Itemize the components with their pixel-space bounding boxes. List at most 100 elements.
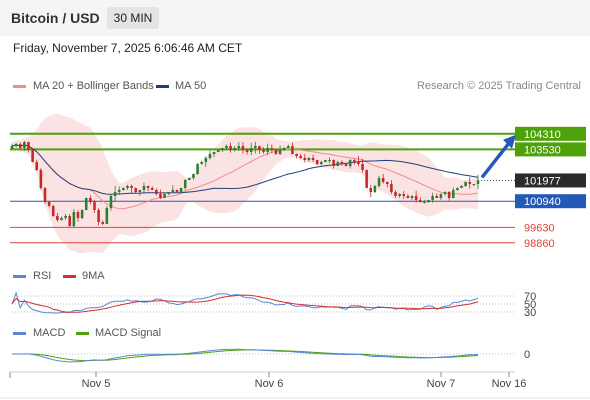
candle-body — [381, 178, 385, 182]
chart-header — [0, 0, 590, 36]
macd-tick-0: 0 — [524, 349, 530, 361]
candle-body — [295, 154, 298, 156]
candle-body — [278, 150, 282, 154]
level-tag-103530 — [515, 142, 586, 157]
candle-body — [167, 192, 170, 194]
candle-body — [299, 156, 302, 158]
candle-body — [357, 162, 360, 164]
candle-body — [47, 202, 51, 206]
candles — [10, 140, 480, 228]
candle-body — [113, 192, 117, 196]
candle-body — [332, 160, 335, 166]
candle-body — [472, 184, 476, 185]
candle-body — [435, 196, 439, 198]
instrument-title: Bitcoin / USD — [11, 10, 100, 26]
candle-body — [307, 158, 311, 160]
candle-body — [150, 188, 154, 190]
candle-body — [105, 208, 109, 224]
candle-body — [390, 184, 393, 192]
candle-body — [258, 146, 261, 150]
candle-body — [270, 148, 274, 150]
candle-body — [56, 216, 59, 220]
rsi-ma-legend-swatch — [63, 275, 76, 278]
candle-body — [142, 186, 146, 190]
candle-body — [320, 162, 323, 164]
candle-body — [266, 148, 269, 152]
candle-body — [402, 194, 406, 196]
candle-body — [109, 196, 113, 208]
candle-body — [447, 192, 451, 198]
ma50-line — [11, 144, 479, 195]
candle-body — [192, 174, 195, 178]
level-label-99630: 99630 — [524, 222, 555, 234]
candle-body — [414, 196, 418, 200]
macd-line — [11, 348, 479, 363]
candle-body — [51, 206, 55, 216]
candle-body — [216, 150, 220, 152]
level-tag-104310 — [515, 126, 586, 141]
macd-signal-legend-swatch — [76, 332, 89, 335]
candle-body — [117, 190, 121, 192]
candle-body — [72, 212, 76, 226]
candle-body — [460, 186, 463, 188]
candle-body — [68, 216, 72, 226]
candle-body — [101, 222, 105, 224]
candle-body — [274, 150, 278, 154]
candle-body — [373, 186, 377, 192]
candle-body — [398, 194, 401, 196]
candle-body — [200, 162, 203, 164]
level-tag-100940 — [515, 194, 586, 209]
candle-body — [183, 180, 187, 188]
candle-body — [39, 170, 43, 188]
forecast-arrow-shaft — [480, 140, 512, 179]
ma20-legend-swatch — [13, 85, 26, 88]
last-price-tag — [515, 173, 586, 188]
candle-body — [188, 178, 191, 180]
candle-body — [126, 186, 129, 188]
x-tick-label: Nov 6 — [255, 378, 284, 390]
candle-body — [134, 188, 137, 192]
candle-body — [43, 188, 47, 202]
candle-body — [369, 188, 373, 192]
candle-body — [171, 190, 175, 192]
rsi-tick-50: 50 — [524, 299, 536, 311]
candle-body — [315, 160, 319, 164]
ma20-legend-label: MA 20 + Bollinger Bands — [33, 80, 154, 92]
candle-body — [84, 198, 88, 210]
candle-body — [233, 148, 236, 150]
candle-body — [406, 196, 410, 198]
candle-body — [340, 162, 344, 164]
candle-body — [241, 146, 245, 150]
candle-body — [249, 148, 253, 152]
candle-body — [394, 192, 397, 196]
candle-body — [155, 190, 158, 194]
candle-body — [159, 194, 162, 198]
candle-body — [23, 142, 26, 148]
candle-body — [418, 200, 422, 202]
candle-body — [146, 186, 150, 188]
candle-body — [138, 190, 142, 192]
candle-body — [60, 218, 63, 220]
candle-body — [303, 158, 307, 160]
candle-body — [344, 164, 348, 166]
candle-body — [35, 162, 39, 170]
candle-body — [328, 160, 331, 161]
macd-signal-legend-label: MACD Signal — [95, 327, 162, 339]
candle-body — [311, 158, 315, 160]
candle-body — [410, 196, 414, 198]
candle-body — [27, 142, 30, 150]
x-tick-label: Nov 7 — [427, 378, 456, 390]
timeframe-button[interactable]: 30 MIN — [107, 7, 159, 29]
candle-body — [229, 146, 232, 150]
candle-body — [324, 160, 327, 162]
candle-body — [225, 146, 228, 148]
candle-body — [76, 212, 80, 218]
macd-legend-label: MACD — [33, 327, 66, 339]
candle-body — [348, 160, 352, 166]
candle-body — [18, 144, 22, 148]
candle-body — [31, 150, 34, 162]
candle-body — [468, 182, 472, 184]
candle-body — [353, 160, 356, 162]
rsi-tick-30: 30 — [524, 307, 536, 319]
